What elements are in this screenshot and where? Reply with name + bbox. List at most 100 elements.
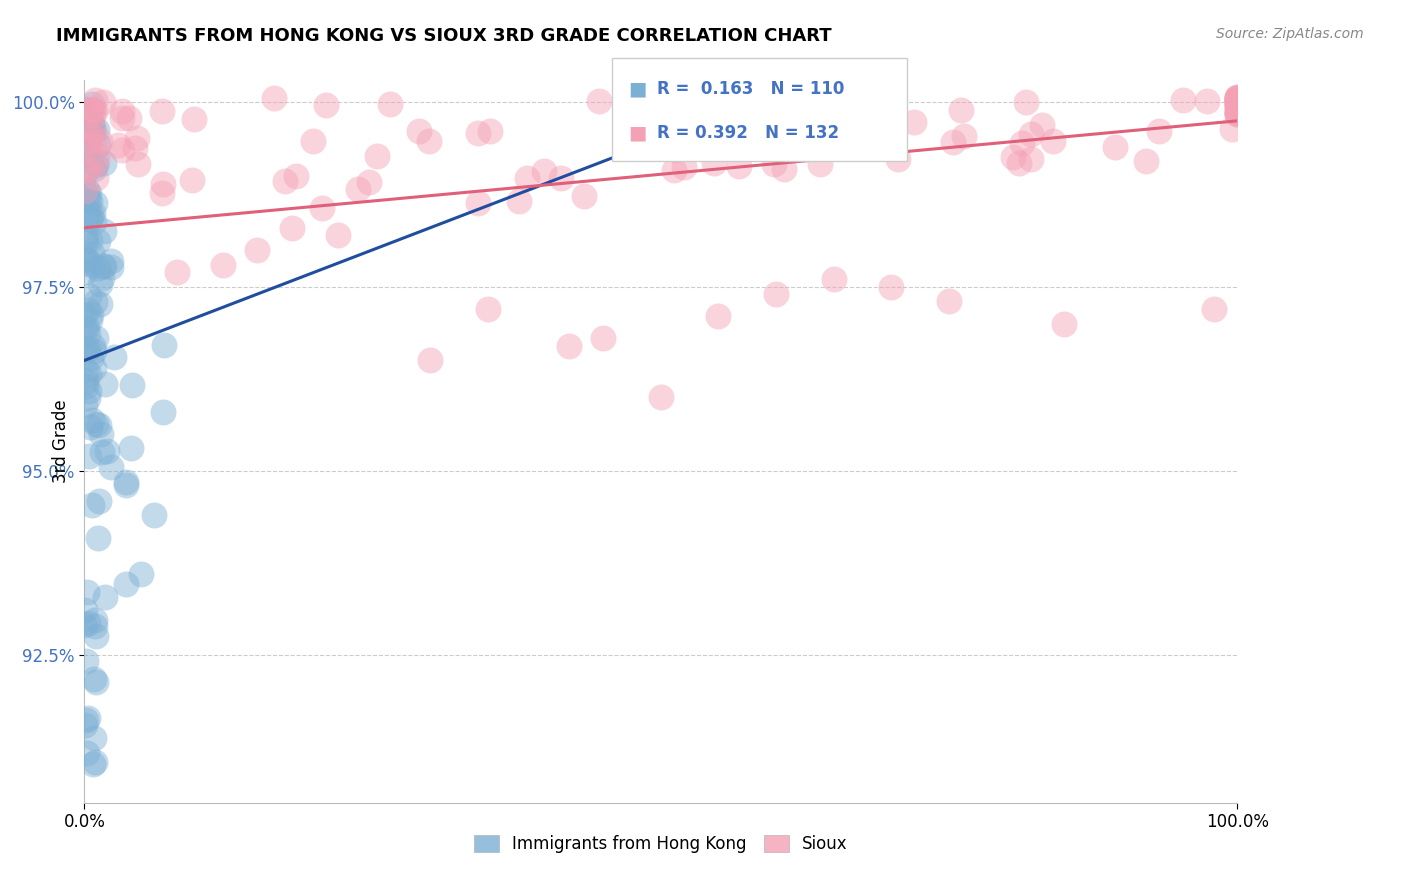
Text: R = 0.392   N = 132: R = 0.392 N = 132 — [657, 124, 839, 142]
Point — [127, 157, 149, 171]
Text: IMMIGRANTS FROM HONG KONG VS SIOUX 3RD GRADE CORRELATION CHART: IMMIGRANTS FROM HONG KONG VS SIOUX 3RD G… — [56, 27, 832, 45]
Text: ■: ■ — [628, 79, 647, 98]
Point — [1042, 134, 1064, 148]
Point — [1195, 94, 1218, 108]
Point — [75, 374, 97, 388]
Point — [1226, 92, 1249, 106]
Point — [75, 102, 97, 116]
Point — [903, 115, 925, 129]
Point — [76, 585, 98, 599]
Point — [311, 201, 333, 215]
Point — [516, 170, 538, 185]
Point — [79, 212, 101, 227]
Point — [80, 103, 103, 117]
Point — [823, 272, 845, 286]
Point — [1226, 105, 1249, 120]
Point — [841, 112, 863, 126]
Point — [727, 159, 749, 173]
Point — [93, 224, 115, 238]
Point — [357, 175, 380, 189]
Point — [880, 279, 903, 293]
Point — [82, 109, 104, 123]
Point — [1226, 94, 1249, 108]
Point — [550, 171, 572, 186]
Point — [87, 531, 110, 545]
Point — [75, 363, 97, 377]
Point — [76, 320, 98, 334]
Point — [83, 295, 105, 310]
Point — [150, 186, 173, 200]
Point — [73, 308, 96, 322]
Point — [804, 93, 827, 107]
Point — [76, 183, 98, 197]
Point — [77, 161, 100, 175]
Point — [107, 138, 129, 153]
Point — [79, 106, 101, 120]
Point — [467, 126, 489, 140]
Point — [84, 171, 107, 186]
Point — [93, 259, 115, 273]
Point — [302, 134, 325, 148]
Point — [90, 427, 112, 442]
Point — [91, 259, 114, 273]
Point — [886, 152, 908, 166]
Point — [80, 307, 103, 321]
Point — [103, 351, 125, 365]
Point — [84, 629, 107, 643]
Point — [100, 460, 122, 475]
Point — [83, 161, 105, 176]
Point — [246, 243, 269, 257]
Point — [628, 101, 651, 115]
Point — [808, 157, 831, 171]
Point — [77, 327, 100, 342]
Point — [1226, 107, 1249, 121]
Point — [1135, 154, 1157, 169]
Point — [73, 618, 96, 632]
Point — [83, 613, 105, 627]
Point — [73, 105, 96, 120]
Point — [83, 619, 105, 633]
Point — [882, 125, 904, 139]
Point — [111, 112, 134, 126]
Point — [73, 147, 96, 161]
Point — [82, 136, 104, 150]
Point — [89, 493, 111, 508]
Point — [82, 104, 104, 119]
Point — [80, 412, 103, 426]
Point — [75, 713, 97, 727]
Point — [77, 118, 100, 132]
Point — [87, 261, 110, 276]
Point — [79, 351, 101, 365]
Point — [124, 141, 146, 155]
Point — [281, 220, 304, 235]
Point — [86, 153, 108, 168]
Point — [73, 602, 96, 616]
Point — [82, 121, 104, 136]
Point — [91, 271, 114, 285]
Point — [83, 104, 105, 119]
Point — [1226, 105, 1249, 120]
Point — [84, 417, 107, 431]
Point — [1226, 95, 1249, 109]
Point — [408, 124, 430, 138]
Point — [83, 673, 105, 687]
Point — [1011, 136, 1033, 150]
Point — [467, 195, 489, 210]
Point — [77, 710, 100, 724]
Point — [80, 208, 103, 222]
Point — [953, 129, 976, 144]
Point — [949, 103, 972, 117]
Point — [75, 163, 97, 178]
Point — [689, 111, 711, 125]
Point — [111, 103, 134, 118]
Point — [773, 161, 796, 176]
Point — [1226, 91, 1249, 105]
Point — [673, 160, 696, 174]
Point — [79, 289, 101, 303]
Point — [664, 163, 686, 178]
Point — [76, 302, 98, 317]
Point — [84, 93, 107, 107]
Point — [1147, 124, 1170, 138]
Point — [1001, 150, 1024, 164]
Point — [1226, 95, 1249, 109]
